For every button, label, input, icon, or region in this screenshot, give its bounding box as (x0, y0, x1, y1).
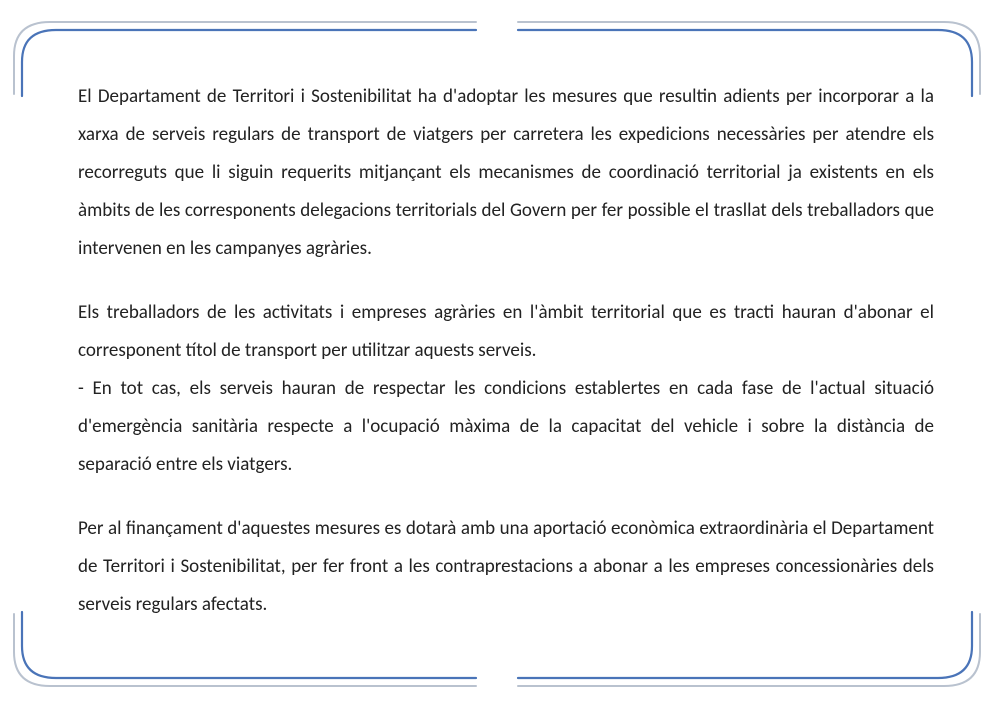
paragraph-1: El Departament de Territori i Sostenibil… (78, 78, 934, 268)
paragraph-2: Els treballadors de les activitats i emp… (78, 294, 934, 484)
paragraph-3: Per al finançament d'aquestes mesures es… (78, 510, 934, 624)
document-frame: El Departament de Territori i Sostenibil… (0, 0, 994, 708)
document-body: El Departament de Territori i Sostenibil… (78, 78, 934, 618)
